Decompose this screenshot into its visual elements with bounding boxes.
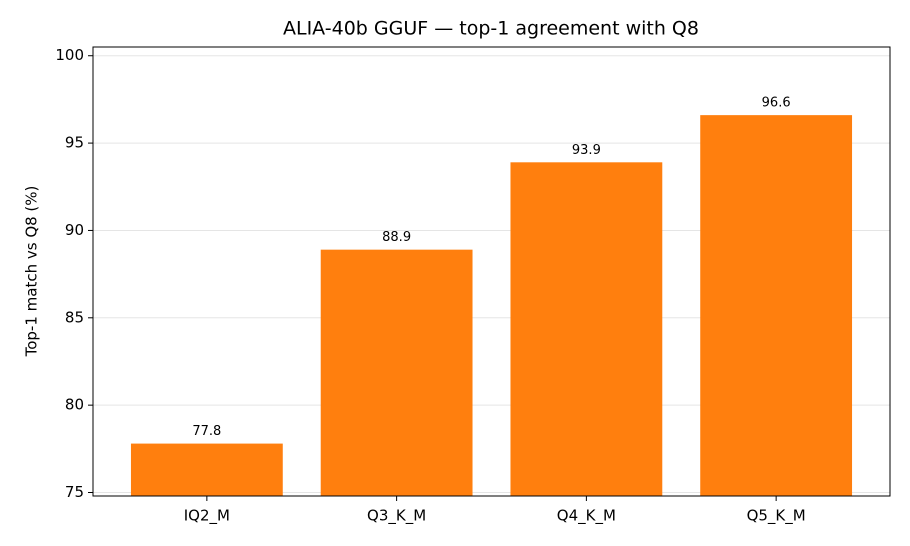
y-tick-label: 80 bbox=[65, 396, 84, 414]
y-tick-label: 100 bbox=[55, 46, 84, 64]
bar bbox=[320, 249, 473, 496]
value-label: 93.9 bbox=[572, 143, 601, 158]
x-tick-label: Q3_K_M bbox=[367, 507, 426, 526]
x-tick-label: Q5_K_M bbox=[747, 507, 806, 526]
y-tick-label: 95 bbox=[65, 134, 84, 152]
y-tick-label: 90 bbox=[65, 221, 84, 239]
x-tick-label: IQ2_M bbox=[184, 507, 230, 526]
value-label: 88.9 bbox=[382, 230, 411, 245]
x-tick-label: Q4_K_M bbox=[557, 507, 616, 526]
bar bbox=[130, 443, 283, 496]
plot-frame bbox=[92, 46, 891, 497]
bar bbox=[700, 115, 853, 497]
chart-title: ALIA-40b GGUF — top-1 agreement with Q8 bbox=[283, 18, 699, 40]
y-axis-label: Top-1 match vs Q8 (%) bbox=[23, 186, 41, 358]
y-tick-label: 85 bbox=[65, 308, 84, 326]
bar bbox=[510, 162, 663, 497]
value-label: 96.6 bbox=[762, 96, 791, 111]
value-label: 77.8 bbox=[192, 424, 221, 439]
y-tick-label: 75 bbox=[65, 483, 84, 501]
